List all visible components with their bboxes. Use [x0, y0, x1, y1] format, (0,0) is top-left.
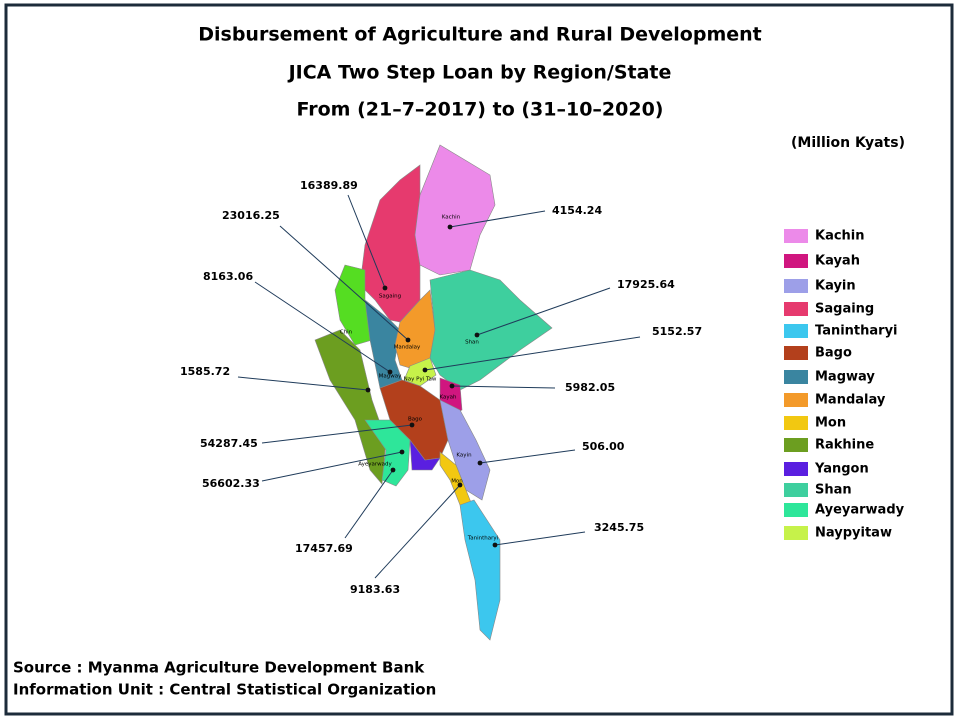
- legend-label: Sagaing: [815, 302, 874, 317]
- legend-label: Yangon: [814, 462, 869, 477]
- value-label: 3245.75: [594, 521, 644, 534]
- value-label: 16389.89: [300, 179, 358, 192]
- region-label: Kachin: [442, 215, 461, 221]
- region-label: Bago: [408, 417, 423, 423]
- value-label: 9183.63: [350, 583, 400, 596]
- legend-label: Mandalay: [815, 393, 886, 408]
- legend-label: Kayin: [815, 279, 856, 294]
- legend-swatch: [784, 279, 808, 293]
- location-dot: [457, 482, 463, 488]
- value-label: 17457.69: [295, 542, 353, 555]
- leader-line: [347, 194, 386, 289]
- legend-swatch: [784, 503, 808, 517]
- annotations: Kachin Sagaing Chin Mandalay Magway Nay Pyi T…: [180, 179, 702, 596]
- legend-label: Kachin: [815, 229, 865, 244]
- leader-line: [476, 287, 611, 336]
- region: [334, 264, 373, 346]
- legend-label: Shan: [815, 483, 852, 498]
- value-label: 8163.06: [203, 270, 253, 283]
- leader-line: [261, 424, 413, 444]
- region: [439, 399, 491, 501]
- title-line: JICA Two Step Loan by Region/State: [287, 62, 672, 84]
- region-label: Nay Pyi Taw: [404, 377, 437, 383]
- legend-swatch: [784, 483, 808, 497]
- legend-swatch: [784, 346, 808, 360]
- value-label: 506.00: [582, 440, 625, 453]
- location-dot: [365, 387, 371, 393]
- value-label: 1585.72: [180, 365, 230, 378]
- value-label: 17925.64: [617, 278, 675, 291]
- leader-line: [261, 451, 403, 482]
- location-dot: [399, 449, 405, 455]
- unit-label: (Million Kyats): [791, 135, 905, 151]
- legend-swatch: [784, 393, 808, 407]
- leader-line: [451, 385, 556, 389]
- region-label: Magway: [379, 374, 402, 380]
- value-label: 5982.05: [565, 381, 615, 394]
- region: [459, 499, 501, 641]
- legend-label: Rakhine: [815, 438, 874, 453]
- legend-label: Mon: [815, 416, 846, 431]
- location-dot: [492, 542, 498, 548]
- location-dot: [387, 369, 393, 375]
- legend-swatch: [784, 462, 808, 476]
- region-label: Sagaing: [379, 294, 401, 300]
- source-line: Source : Myanma Agriculture Development …: [13, 659, 425, 677]
- title-line: From (21–7–2017) to (31–10–2020): [296, 99, 663, 121]
- location-dot: [382, 285, 388, 291]
- legend-swatch: [784, 416, 808, 430]
- legend-label: Bago: [815, 346, 852, 361]
- leader-line: [237, 376, 369, 391]
- legend-swatch: [784, 229, 808, 243]
- leader-line: [479, 449, 576, 464]
- leader-line: [494, 531, 586, 546]
- region-label: Mandalay: [394, 345, 421, 351]
- legend-label: Ayeyarwady: [815, 503, 905, 518]
- leader-line: [344, 469, 394, 539]
- location-dot: [405, 337, 411, 343]
- value-label: 4154.24: [552, 204, 602, 217]
- legend-label: Kayah: [815, 254, 860, 269]
- leader-line: [449, 210, 546, 228]
- title-line: Disbursement of Agriculture and Rural De…: [198, 24, 762, 46]
- leader-line: [279, 225, 409, 341]
- legend-swatch: [784, 438, 808, 452]
- region-label: Ayeyarwady: [358, 462, 392, 468]
- region: [364, 299, 403, 389]
- source-line: Information Unit : Central Statistical O…: [13, 681, 436, 699]
- location-dot: [447, 224, 453, 230]
- region-label: Chin: [340, 330, 353, 336]
- value-label: 23016.25: [222, 209, 280, 222]
- leader-line: [424, 336, 641, 371]
- region: [314, 329, 387, 485]
- legend-label: Tanintharyi: [815, 324, 898, 339]
- location-dot: [409, 422, 415, 428]
- location-dot: [474, 332, 480, 338]
- region-label: Tanintharyi: [467, 536, 499, 542]
- legend-swatch: [784, 370, 808, 384]
- location-dot: [390, 467, 396, 473]
- region-label: Shan: [465, 340, 479, 346]
- value-label: 5152.57: [652, 325, 702, 338]
- region: [409, 439, 441, 471]
- location-dot: [477, 460, 483, 466]
- leader-line: [374, 484, 461, 579]
- legend-label: Magway: [815, 370, 875, 385]
- region-label: Mon: [451, 479, 463, 485]
- region-label: Kayah: [440, 395, 458, 401]
- legend-label: Naypyitaw: [815, 526, 892, 541]
- legend-swatch: [784, 526, 808, 540]
- location-dot: [422, 367, 428, 373]
- region: [403, 357, 437, 387]
- legend-swatch: [784, 324, 808, 338]
- leader-line: [254, 281, 391, 373]
- location-dot: [449, 383, 455, 389]
- region-label: Kayin: [456, 453, 472, 459]
- value-label: 56602.33: [202, 477, 260, 490]
- legend-swatch: [784, 302, 808, 316]
- value-label: 54287.45: [200, 437, 258, 450]
- legend-swatch: [784, 254, 808, 268]
